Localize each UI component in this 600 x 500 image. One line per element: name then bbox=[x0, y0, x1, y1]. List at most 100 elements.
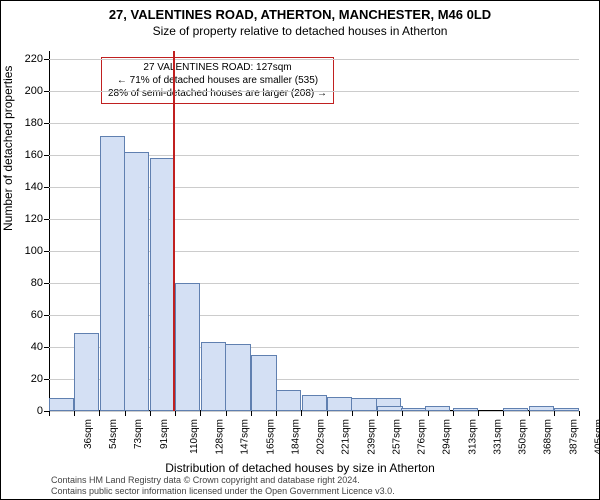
xtick-mark bbox=[503, 411, 504, 416]
xtick-mark bbox=[49, 411, 50, 416]
footer-attribution: Contains HM Land Registry data © Crown c… bbox=[51, 475, 395, 497]
histogram-bar bbox=[302, 395, 327, 411]
ytick-label: 80 bbox=[1, 277, 43, 289]
xtick-mark bbox=[150, 411, 151, 416]
histogram-bar bbox=[150, 158, 175, 411]
ytick-label: 40 bbox=[1, 341, 43, 353]
xtick-label: 221sqm bbox=[341, 419, 352, 455]
xtick-mark bbox=[554, 411, 555, 416]
ytick-mark bbox=[44, 315, 49, 316]
callout-line3: 28% of semi-detached houses are larger (… bbox=[108, 87, 327, 100]
ytick-label: 120 bbox=[1, 213, 43, 225]
callout-box: 27 VALENTINES ROAD: 127sqm ← 71% of deta… bbox=[101, 57, 334, 104]
xtick-mark bbox=[200, 411, 201, 416]
xtick-mark bbox=[125, 411, 126, 416]
plot-area: 27 VALENTINES ROAD: 127sqm ← 71% of deta… bbox=[49, 51, 579, 411]
ytick-mark bbox=[44, 59, 49, 60]
xtick-mark bbox=[226, 411, 227, 416]
xtick-label: 294sqm bbox=[442, 419, 453, 455]
callout-line1: 27 VALENTINES ROAD: 127sqm bbox=[108, 61, 327, 74]
xtick-label: 91sqm bbox=[159, 419, 170, 449]
xtick-mark bbox=[529, 411, 530, 416]
histogram-bar bbox=[401, 408, 426, 411]
xtick-label: 128sqm bbox=[215, 419, 226, 455]
xtick-label: 368sqm bbox=[543, 419, 554, 455]
histogram-bar bbox=[529, 406, 554, 411]
xtick-mark bbox=[377, 411, 378, 416]
ytick-mark bbox=[44, 283, 49, 284]
xtick-label: 202sqm bbox=[316, 419, 327, 455]
gridline bbox=[49, 411, 579, 412]
histogram-bar bbox=[425, 406, 450, 411]
xtick-label: 276sqm bbox=[417, 419, 428, 455]
ytick-label: 100 bbox=[1, 245, 43, 257]
ytick-label: 20 bbox=[1, 373, 43, 385]
xtick-mark bbox=[352, 411, 353, 416]
xtick-mark bbox=[99, 411, 100, 416]
gridline bbox=[49, 123, 579, 124]
xtick-label: 165sqm bbox=[265, 419, 276, 455]
y-axis bbox=[49, 51, 50, 411]
footer-line1: Contains HM Land Registry data © Crown c… bbox=[51, 475, 395, 486]
xtick-label: 313sqm bbox=[467, 419, 478, 455]
ytick-label: 180 bbox=[1, 117, 43, 129]
histogram-bar bbox=[503, 408, 528, 411]
xtick-mark bbox=[276, 411, 277, 416]
ytick-mark bbox=[44, 187, 49, 188]
histogram-bar bbox=[351, 398, 376, 411]
xtick-label: 405sqm bbox=[593, 419, 600, 455]
gridline bbox=[49, 91, 579, 92]
ytick-mark bbox=[44, 379, 49, 380]
xtick-mark bbox=[478, 411, 479, 416]
ytick-mark bbox=[44, 347, 49, 348]
ytick-label: 60 bbox=[1, 309, 43, 321]
xtick-label: 36sqm bbox=[83, 419, 94, 449]
xtick-label: 110sqm bbox=[189, 419, 200, 454]
xtick-label: 350sqm bbox=[518, 419, 529, 455]
ytick-label: 140 bbox=[1, 181, 43, 193]
xtick-label: 257sqm bbox=[391, 419, 402, 455]
histogram-bar bbox=[124, 152, 149, 411]
gridline bbox=[49, 59, 579, 60]
xtick-label: 239sqm bbox=[366, 419, 377, 455]
xtick-mark bbox=[327, 411, 328, 416]
ytick-label: 160 bbox=[1, 149, 43, 161]
histogram-bar bbox=[225, 344, 250, 411]
xtick-mark bbox=[175, 411, 176, 416]
xtick-label: 54sqm bbox=[108, 419, 119, 449]
histogram-bar bbox=[100, 136, 125, 411]
ytick-label: 0 bbox=[1, 405, 43, 417]
histogram-bar bbox=[327, 397, 352, 411]
xtick-label: 184sqm bbox=[290, 419, 301, 455]
histogram-bar bbox=[74, 333, 99, 411]
xtick-mark bbox=[579, 411, 580, 416]
ytick-mark bbox=[44, 123, 49, 124]
xtick-mark bbox=[453, 411, 454, 416]
ytick-mark bbox=[44, 155, 49, 156]
histogram-bar bbox=[49, 398, 74, 411]
xtick-mark bbox=[74, 411, 75, 416]
xtick-label: 147sqm bbox=[240, 419, 251, 455]
xtick-label: 387sqm bbox=[568, 419, 579, 455]
xtick-mark bbox=[301, 411, 302, 416]
title-address: 27, VALENTINES ROAD, ATHERTON, MANCHESTE… bbox=[1, 7, 599, 22]
histogram-bar bbox=[201, 342, 226, 411]
xtick-mark bbox=[428, 411, 429, 416]
histogram-bar bbox=[276, 390, 301, 411]
histogram-bar bbox=[175, 283, 200, 411]
xtick-mark bbox=[402, 411, 403, 416]
footer-line2: Contains public sector information licen… bbox=[51, 486, 395, 497]
callout-line2: ← 71% of detached houses are smaller (53… bbox=[108, 74, 327, 87]
highlight-line bbox=[173, 51, 175, 411]
xtick-label: 331sqm bbox=[492, 419, 503, 455]
ytick-mark bbox=[44, 251, 49, 252]
xtick-label: 73sqm bbox=[133, 419, 144, 449]
x-axis-label: Distribution of detached houses by size … bbox=[1, 461, 599, 475]
ytick-label: 200 bbox=[1, 85, 43, 97]
histogram-bar bbox=[453, 408, 478, 411]
ytick-label: 220 bbox=[1, 53, 43, 65]
ytick-mark bbox=[44, 219, 49, 220]
histogram-bar bbox=[554, 408, 579, 411]
xtick-mark bbox=[251, 411, 252, 416]
ytick-mark bbox=[44, 91, 49, 92]
